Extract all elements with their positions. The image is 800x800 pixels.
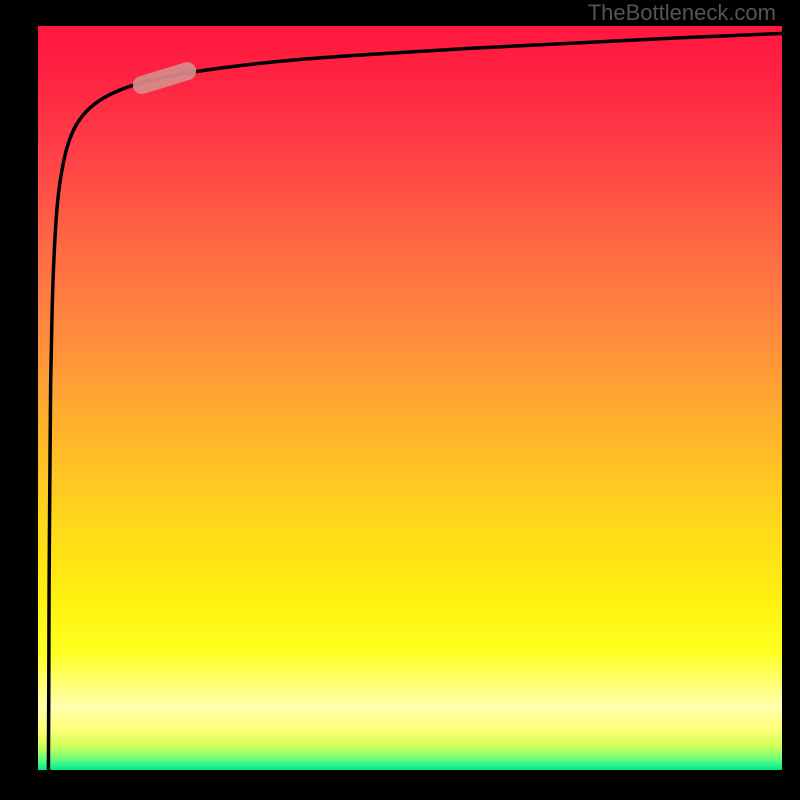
- attribution-text: TheBottleneck.com: [588, 0, 776, 26]
- bottleneck-curve: [48, 33, 782, 770]
- canvas: TheBottleneck.com: [0, 0, 800, 800]
- plot-area: [38, 26, 782, 770]
- curve-layer: [38, 26, 782, 770]
- curve-marker: [131, 60, 199, 96]
